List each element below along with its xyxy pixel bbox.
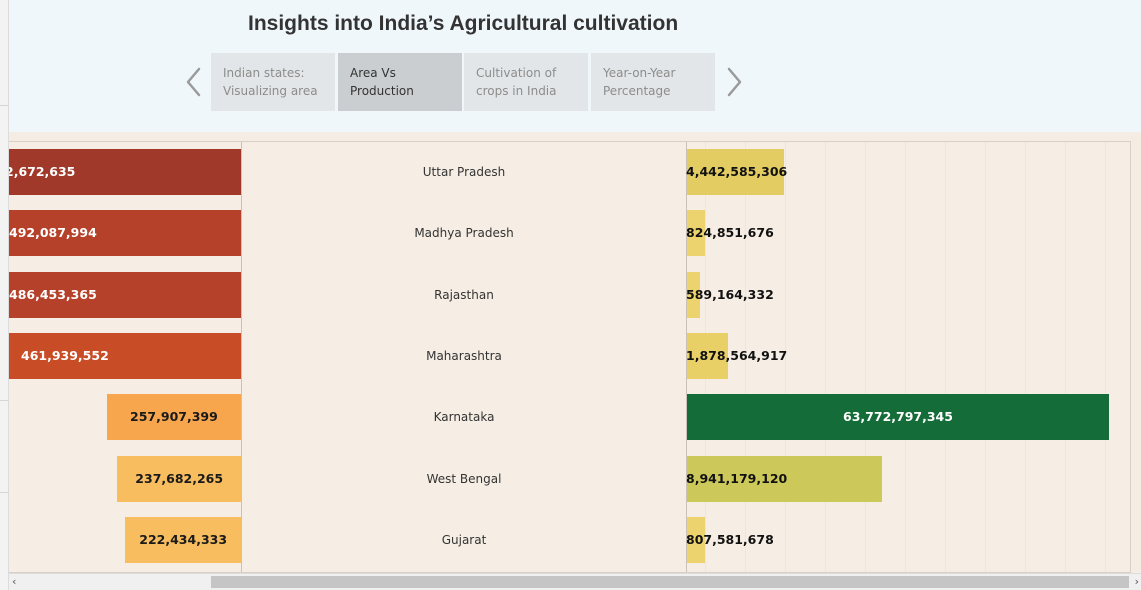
tab-label-line2: Percentage bbox=[603, 84, 671, 98]
gridline bbox=[945, 142, 946, 572]
gridline bbox=[1105, 142, 1106, 572]
gridline bbox=[1065, 142, 1066, 572]
chevron-left-icon bbox=[186, 67, 201, 97]
tab-label-line1: Cultivation of bbox=[476, 66, 557, 80]
chart-panel: 2,672,635 Uttar Pradesh 4,442,585,306 492,0… bbox=[9, 132, 1141, 573]
production-bar[interactable] bbox=[687, 210, 705, 257]
tab-label-line1: Area Vs bbox=[350, 66, 396, 80]
tab-label-line1: Year-on-Year bbox=[603, 66, 676, 80]
tab-label-line2: Production bbox=[350, 84, 414, 98]
tab-label-line2: crops in India bbox=[476, 84, 557, 98]
gridline bbox=[1025, 142, 1026, 572]
production-bar[interactable] bbox=[687, 394, 1109, 441]
area-value-label: 486,453,365 bbox=[9, 286, 97, 302]
gridline bbox=[865, 142, 866, 572]
area-value-label: 492,087,994 bbox=[9, 225, 97, 241]
tab-indian-states[interactable]: Indian states: Visualizing area bbox=[211, 53, 335, 111]
production-value-label: 1,878,564,917 bbox=[686, 347, 788, 363]
production-value-label: 63,772,797,345 bbox=[843, 409, 953, 425]
production-value-label: 589,164,332 bbox=[686, 286, 774, 302]
area-bar[interactable] bbox=[9, 332, 241, 379]
state-label: Karnataka bbox=[433, 410, 495, 425]
scroll-left-arrow[interactable]: ‹ bbox=[12, 575, 17, 588]
dashboard-header: Insights into India’s Agricultural culti… bbox=[9, 0, 1141, 132]
state-label: Rajasthan bbox=[434, 287, 494, 302]
left-gutter bbox=[0, 0, 9, 590]
state-label: Madhya Pradesh bbox=[414, 226, 514, 241]
next-story-button[interactable] bbox=[723, 66, 745, 98]
area-bar[interactable] bbox=[106, 394, 241, 441]
state-label: Gujarat bbox=[441, 532, 487, 547]
area-value-label: 2,672,635 bbox=[9, 164, 76, 179]
production-value-label: 4,442,585,306 bbox=[686, 164, 788, 179]
scrollbar-thumb[interactable] bbox=[211, 576, 1129, 588]
production-value-label: 807,581,678 bbox=[686, 531, 774, 547]
gutter-tick bbox=[0, 400, 9, 401]
tab-year-on-year[interactable]: Year-on-Year Percentage bbox=[591, 53, 715, 111]
tab-area-vs-production[interactable]: Area Vs Production bbox=[338, 53, 462, 111]
horizontal-scrollbar[interactable]: ‹ › bbox=[9, 573, 1141, 590]
tab-cultivation-of-crops[interactable]: Cultivation of crops in India bbox=[464, 53, 588, 111]
production-value-label: 824,851,676 bbox=[686, 225, 774, 241]
state-label: Uttar Pradesh bbox=[422, 165, 506, 179]
page-title: Insights into India’s Agricultural culti… bbox=[248, 12, 679, 35]
tab-label-line1: Indian states: bbox=[223, 66, 305, 80]
area-bar[interactable] bbox=[9, 149, 241, 195]
area-bar[interactable] bbox=[9, 210, 241, 257]
area-bar[interactable] bbox=[9, 271, 241, 318]
production-bar[interactable] bbox=[687, 149, 784, 195]
prev-story-button[interactable] bbox=[184, 66, 206, 98]
gutter-tick bbox=[0, 105, 9, 106]
area-value-label: 222,434,333 bbox=[139, 531, 228, 547]
production-bar[interactable] bbox=[687, 516, 705, 563]
column-divider bbox=[686, 142, 687, 572]
gutter-tick bbox=[0, 492, 9, 493]
scroll-right-arrow[interactable]: › bbox=[1134, 575, 1139, 588]
column-divider bbox=[241, 142, 242, 572]
production-bar[interactable] bbox=[687, 271, 700, 318]
production-bar[interactable] bbox=[687, 455, 883, 502]
gridline bbox=[825, 142, 826, 572]
production-value-label: 8,941,179,120 bbox=[686, 470, 788, 486]
gridline bbox=[745, 142, 746, 572]
state-label: Maharashtra bbox=[426, 348, 502, 363]
area-bar[interactable] bbox=[117, 455, 241, 502]
gridline bbox=[905, 142, 906, 572]
gridline bbox=[785, 142, 786, 572]
tab-label-line2: Visualizing area bbox=[223, 84, 318, 98]
butterfly-chart: 2,672,635 Uttar Pradesh 4,442,585,306 492,0… bbox=[9, 141, 1131, 573]
chevron-right-icon bbox=[727, 67, 742, 97]
gridline bbox=[985, 142, 986, 572]
area-value-label: 257,907,399 bbox=[130, 409, 218, 425]
area-bar[interactable] bbox=[125, 516, 241, 563]
state-label: West Bengal bbox=[426, 471, 502, 486]
area-value-label: 461,939,552 bbox=[21, 347, 109, 363]
production-bar[interactable] bbox=[687, 332, 729, 379]
area-value-label: 237,682,265 bbox=[135, 470, 224, 486]
